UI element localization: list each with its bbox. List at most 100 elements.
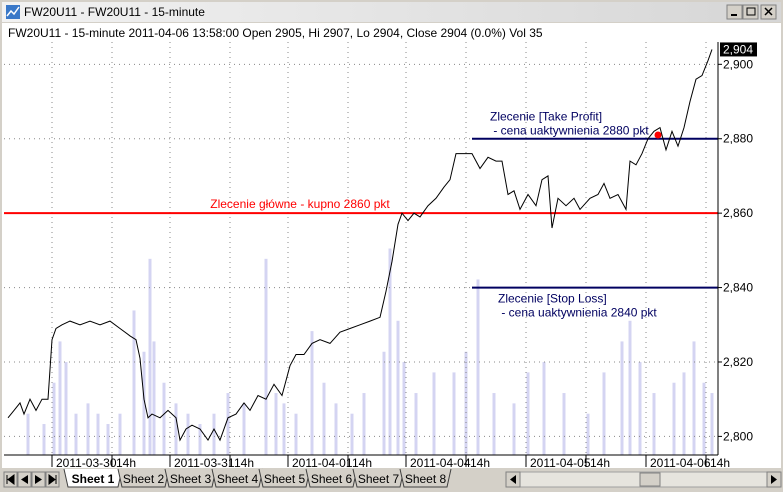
x-tick-label: 14h [470,456,490,470]
x-tick-label: 14h [710,456,730,470]
volume-bar [142,351,146,455]
sheet-tab-label: Sheet 4 [217,472,259,486]
volume-bar [432,372,436,455]
x-tick-label: 2011-04-05 [530,456,591,470]
sheet-tab[interactable]: Sheet 4 [211,468,264,488]
volume-bar [42,424,46,455]
volume-bar [74,413,78,455]
volume-bar [64,362,68,455]
tab-first-glyph [6,474,15,485]
y-tick-label: 2,820 [723,355,753,369]
volume-bar [26,413,30,455]
volume-bar [692,341,696,455]
sheet-tab-label: Sheet 8 [405,472,447,486]
last-value-box [720,42,757,57]
volume-bar [226,393,230,455]
sheet-tab[interactable]: Sheet 2 [117,468,170,488]
info-line: FW20U11 - 15-minute 2011-04-06 13:58:00 … [8,26,543,40]
volume-bar [106,424,110,455]
sheet-tab[interactable]: Sheet 7 [352,468,405,488]
volume-bar [476,279,480,455]
maximize-glyph [746,7,756,16]
sheet-tab[interactable]: Sheet 3 [164,468,217,488]
volume-bar [86,403,90,455]
volume-bar [492,393,496,455]
sheet-tab-label: Sheet 6 [311,472,353,486]
sheet-tab-label: Sheet 2 [123,472,165,486]
volume-bar [464,351,468,455]
sheet-tab[interactable]: Sheet 6 [305,468,358,488]
volume-bar [242,403,246,455]
sheet-tab-label: Sheet 1 [72,472,115,486]
x-tick-label: 14h [116,456,136,470]
window-title: FW20U11 - FW20U11 - 15-minute [24,5,205,19]
x-tick-label: 2011-04-04 [410,456,471,470]
scroll-left-glyph [510,475,516,484]
tabs: Sheet 1 Sheet 2 Sheet 3 Sheet 4 Sheet 5 Sheet… [63,468,452,488]
volume-bar [274,393,278,455]
x-tick-label: 2011-04-01 [292,456,353,470]
volume-bar [148,258,152,455]
x-tick-label: 14h [590,456,610,470]
volume-bar [402,362,406,455]
window-buttons [726,4,777,20]
volume-bar [388,248,392,455]
sheet-tab-label: Sheet 3 [170,472,212,486]
volume-bar [562,393,566,455]
tab-nav [3,471,60,488]
sheet-tab[interactable]: Sheet 1 [63,468,123,488]
volume-bar [512,403,516,455]
volume-bar [710,393,714,455]
plot [4,42,718,455]
volume-bar [294,413,298,455]
order-label: - cena uaktywnienia 2880 pkt [490,124,649,138]
y-tick-label: 2,840 [723,281,753,295]
volume-bar [652,393,656,455]
volume-bar [96,413,100,455]
volume-bar [132,310,136,455]
y-tick-label: 2,860 [723,206,753,220]
axes: 2,800 2,820 2,840 2,860 2,880 2,900 2011-03-30… [4,42,753,470]
volume-bar [118,413,122,455]
volume-bar [682,372,686,455]
scroll-thumb[interactable] [639,472,661,487]
volume-bar [586,413,590,455]
volume-bar [526,372,530,455]
sheet-tab[interactable]: Sheet 5 [258,468,311,488]
volume-bar [152,341,156,455]
x-tick-label: 2011-04-06 [650,456,711,470]
minimize-button[interactable] [726,4,743,20]
volume-bar [58,341,62,455]
volume-bar [282,403,286,455]
volume-bar [310,331,314,455]
volume-bar [452,372,456,455]
maximize-button[interactable] [742,4,759,20]
volume-bar [396,320,400,455]
last-value-label: 2,904 [723,42,753,56]
volume-bar [542,362,546,455]
volume-bar [212,413,216,455]
volume-bar [620,341,624,455]
y-tick-label: 2,800 [723,429,753,443]
x-tick-label: 14h [352,456,372,470]
order-label: Zlecenie [Stop Loss] [498,292,607,306]
volume-bar [672,382,676,455]
tab-next-glyph [35,475,42,484]
app-icon-glyph [6,6,20,17]
sheet-tab-shape [399,468,452,488]
volume-bar [162,382,166,455]
volume-bar [198,424,202,455]
volume-bar [362,393,366,455]
volume-bar [334,403,338,455]
volume-bar [186,413,190,455]
sheet-tab[interactable]: Sheet 8 [399,468,452,488]
x-tick-label: 2011-03-31 [174,456,235,470]
fill-marker [654,131,662,139]
volume-bar [322,382,326,455]
volume-bar [628,320,632,455]
volume-bar [264,258,268,455]
volume-bar [414,393,418,455]
y-tick-label: 2,900 [723,57,753,71]
title-bar [2,2,781,22]
